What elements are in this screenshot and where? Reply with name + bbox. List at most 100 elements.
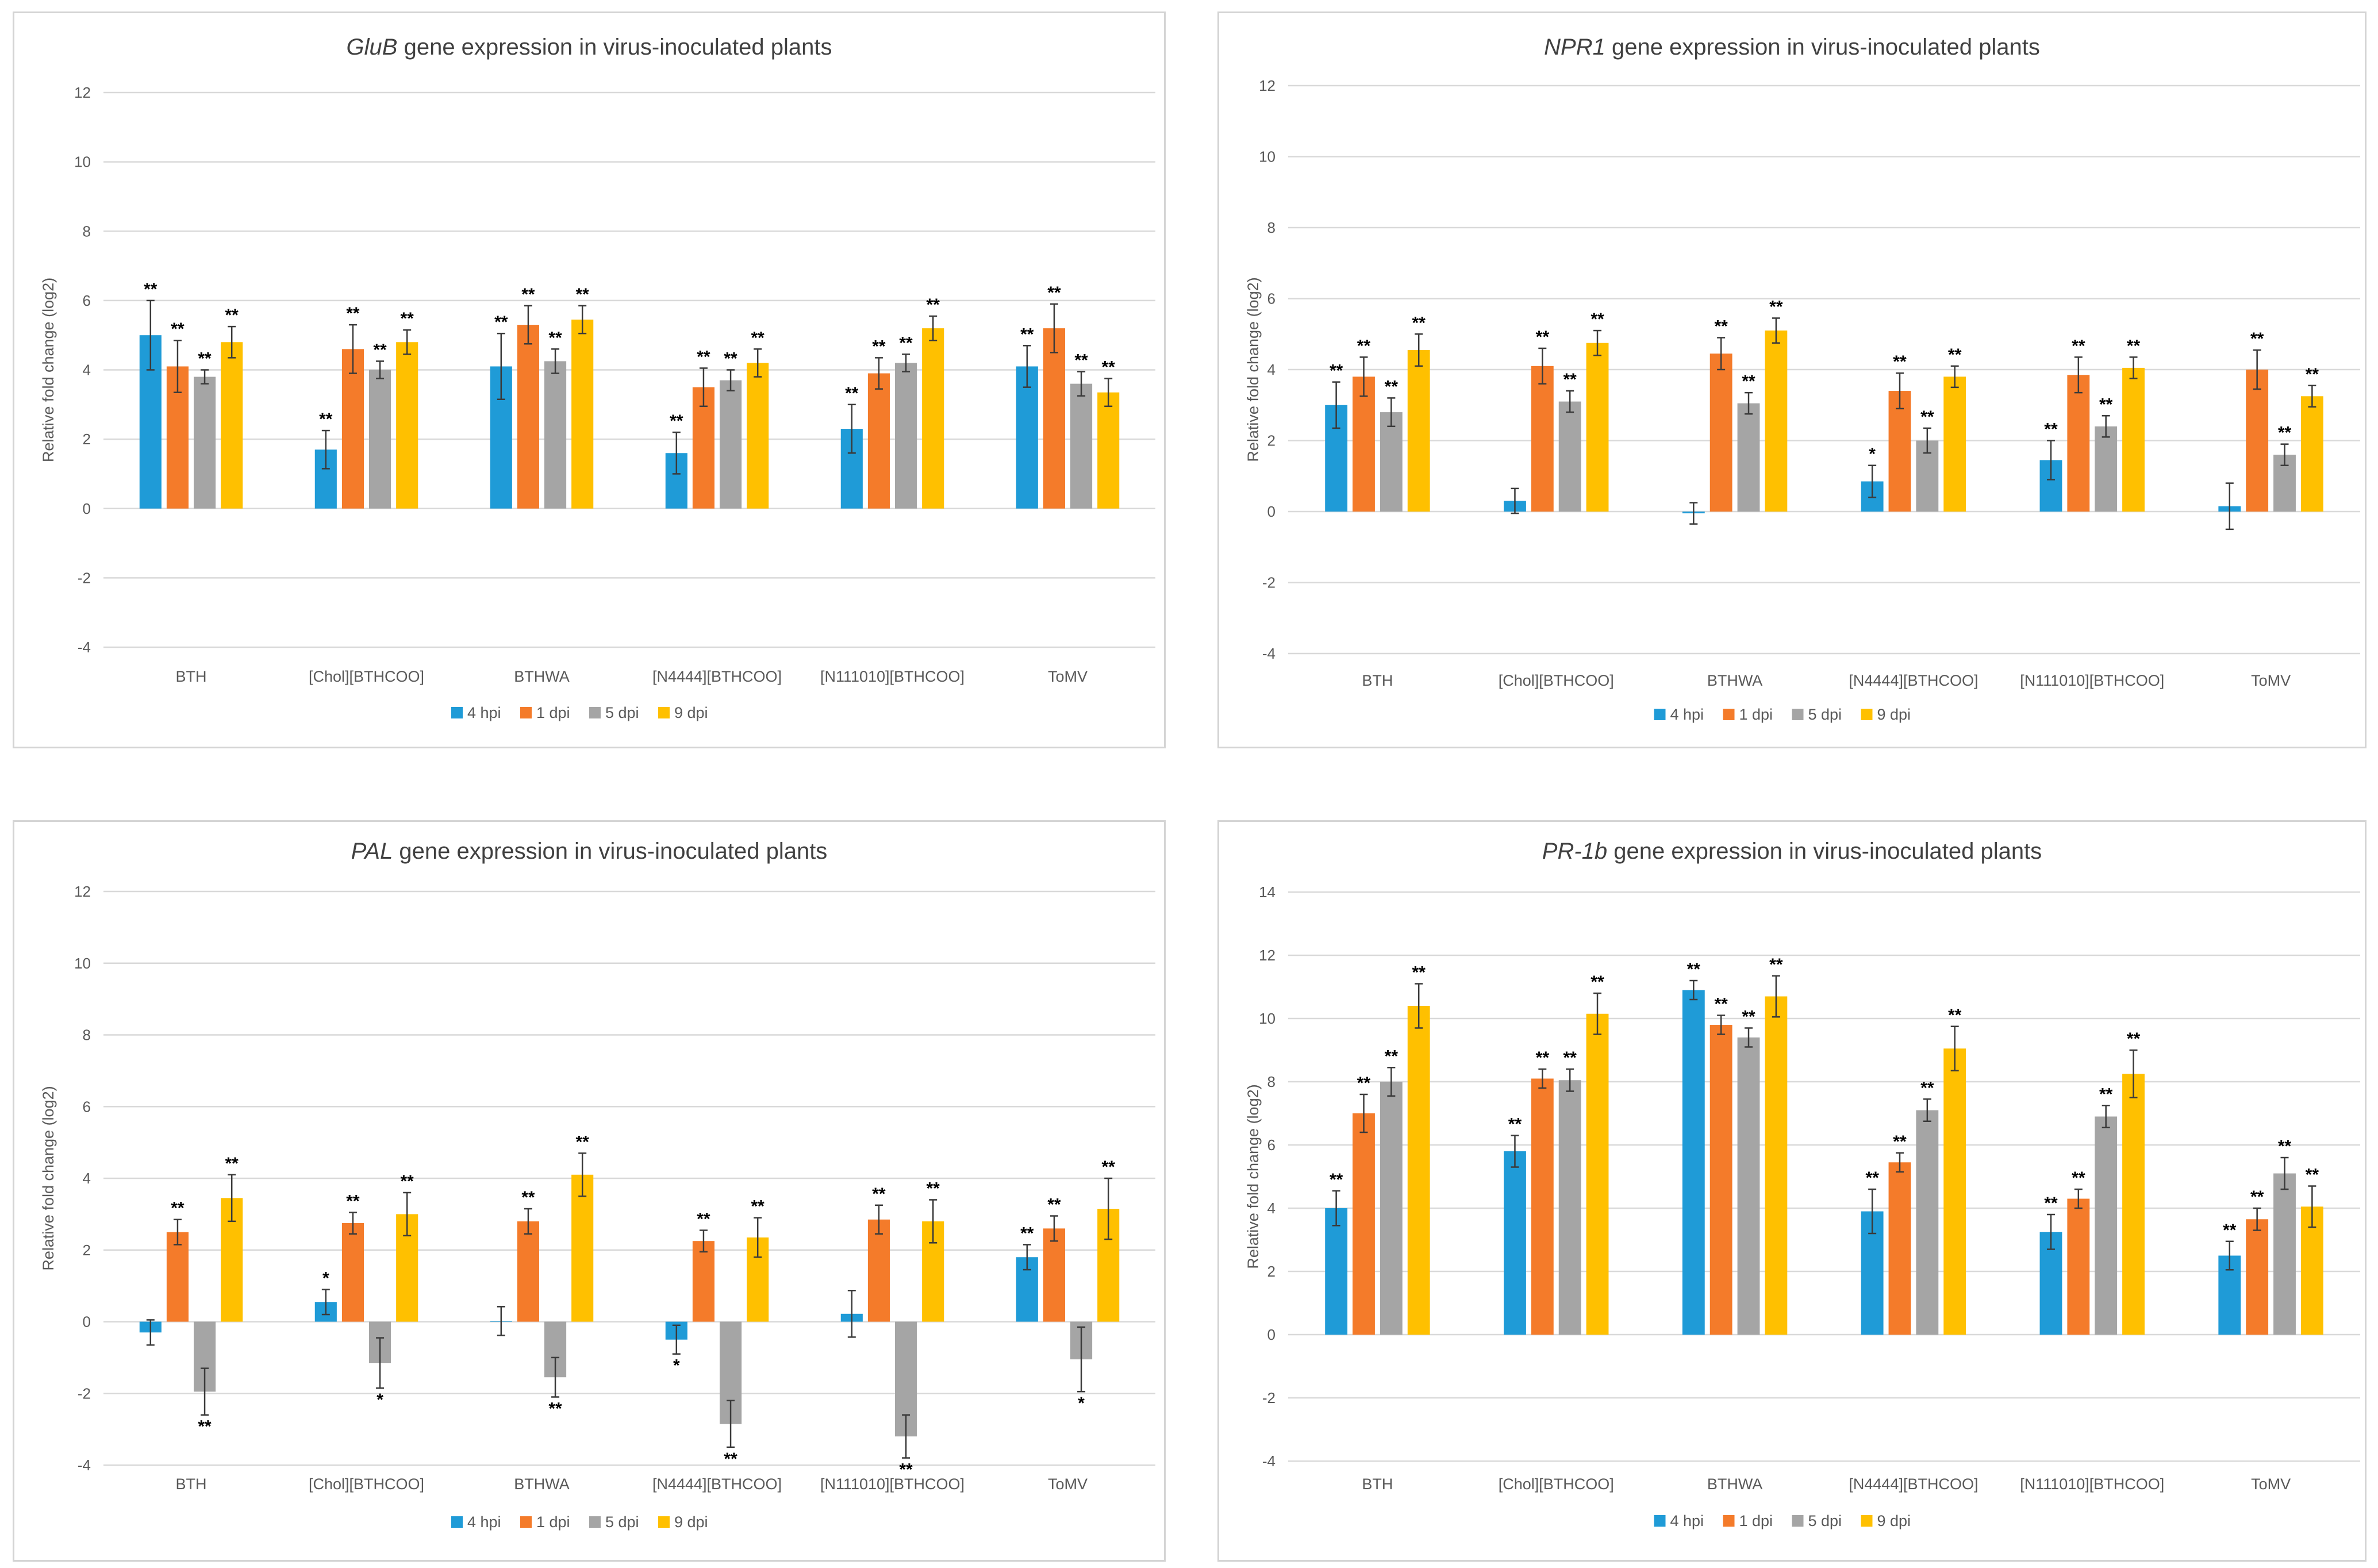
legend-label: 1 dpi bbox=[536, 1513, 570, 1531]
bar-bthwa-4-hpi bbox=[1682, 990, 1705, 1335]
legend-swatch bbox=[1792, 1515, 1804, 1527]
bar-bthwa-9-dpi bbox=[1765, 330, 1788, 512]
error-bar-n111010-bthcoo-1-dpi bbox=[874, 1204, 883, 1235]
category-label-chol-bthcoo: [Chol][BTHCOO] bbox=[1499, 672, 1614, 689]
legend-item-5-dpi: 5 dpi bbox=[589, 1513, 639, 1531]
error-bar-n4444-bthcoo-4-hpi bbox=[672, 431, 681, 475]
error-bar-bth-9-dpi bbox=[1415, 333, 1423, 367]
significance-mark: ** bbox=[171, 1199, 185, 1218]
error-bar-n111010-bthcoo-5-dpi bbox=[902, 353, 911, 372]
error-bar-n4444-bthcoo-4-hpi bbox=[1868, 1188, 1877, 1235]
bar-n4444-bthcoo-9-dpi bbox=[1943, 1048, 1966, 1335]
y-tick-label: 14 bbox=[1259, 883, 1276, 901]
error-bar-bth-1-dpi bbox=[173, 1219, 182, 1246]
error-bar-chol-bthcoo-9-dpi bbox=[1593, 992, 1602, 1035]
significance-mark: ** bbox=[1047, 1195, 1061, 1214]
error-bar-bth-4-hpi bbox=[146, 299, 155, 371]
bar-n111010-bthcoo-1-dpi bbox=[867, 1219, 890, 1322]
bar-bthwa-9-dpi bbox=[1765, 996, 1788, 1335]
bar-chol-bthcoo-1-dpi bbox=[341, 1223, 364, 1322]
legend-swatch bbox=[1723, 709, 1735, 720]
y-tick-label: 8 bbox=[83, 1027, 91, 1044]
chart-title: PAL gene expression in virus-inoculated … bbox=[351, 839, 828, 864]
category-label-tomv: ToMV bbox=[1048, 1475, 1088, 1493]
significance-mark: ** bbox=[225, 1154, 239, 1173]
legend-label: 1 dpi bbox=[536, 704, 570, 721]
significance-mark: ** bbox=[724, 349, 737, 368]
bar-n111010-bthcoo-9-dpi bbox=[2122, 1074, 2145, 1335]
significance-mark: ** bbox=[319, 410, 333, 429]
bar-n111010-bthcoo-1-dpi bbox=[2067, 375, 2090, 512]
chart-title-gene: GluB bbox=[347, 34, 398, 60]
y-tick-label: 8 bbox=[1267, 219, 1276, 236]
error-bar-bthwa-4-hpi bbox=[1689, 502, 1698, 525]
legend-swatch bbox=[1861, 709, 1873, 720]
category-label-n4444-bthcoo: [N4444][BTHCOO] bbox=[1849, 1475, 1978, 1493]
error-bar-n111010-bthcoo-1-dpi bbox=[2074, 356, 2083, 394]
legend-item-9-dpi: 9 dpi bbox=[1861, 706, 1911, 723]
error-bar-bthwa-9-dpi bbox=[578, 305, 587, 335]
bar-n4444-bthcoo-1-dpi bbox=[692, 387, 714, 509]
chart-title-rest: gene expression in virus-inoculated plan… bbox=[397, 34, 832, 60]
significance-mark: ** bbox=[1687, 960, 1701, 979]
error-bar-n4444-bthcoo-4-hpi bbox=[672, 1324, 681, 1355]
significance-mark: ** bbox=[2250, 1187, 2264, 1206]
error-bar-bth-5-dpi bbox=[201, 1367, 209, 1416]
error-bar-tomv-5-dpi bbox=[2280, 1156, 2289, 1190]
legend-item-9-dpi: 9 dpi bbox=[1861, 1512, 1911, 1529]
legend-swatch bbox=[658, 707, 670, 718]
chart-title-rest: gene expression in virus-inoculated plan… bbox=[1607, 839, 2042, 864]
significance-mark: ** bbox=[1714, 317, 1728, 336]
y-tick-label: -2 bbox=[1262, 574, 1276, 591]
bar-n4444-bthcoo-1-dpi bbox=[1888, 1162, 1911, 1335]
error-bar-bthwa-1-dpi bbox=[524, 1208, 532, 1235]
category-label-n111010-bthcoo: [N111010][BTHCOO] bbox=[2020, 672, 2164, 689]
significance-mark: ** bbox=[1020, 1224, 1034, 1243]
y-tick-label: 0 bbox=[1267, 1326, 1276, 1343]
significance-mark: * bbox=[322, 1269, 329, 1288]
category-label-chol-bthcoo: [Chol][BTHCOO] bbox=[309, 1475, 424, 1493]
bar-tomv-1-dpi bbox=[1043, 328, 1065, 509]
significance-mark: ** bbox=[845, 384, 859, 403]
bar-tomv-5-dpi bbox=[2273, 1173, 2296, 1335]
bar-bthwa-1-dpi bbox=[1709, 353, 1732, 512]
bar-n4444-bthcoo-9-dpi bbox=[1943, 376, 1966, 512]
y-tick-label: 10 bbox=[74, 153, 91, 171]
legend-item-5-dpi: 5 dpi bbox=[1792, 706, 1842, 723]
error-bar-n4444-bthcoo-5-dpi bbox=[727, 369, 735, 391]
error-bar-bthwa-9-dpi bbox=[1772, 317, 1780, 344]
category-label-tomv: ToMV bbox=[1048, 668, 1088, 685]
significance-mark: ** bbox=[751, 328, 765, 347]
significance-mark: ** bbox=[872, 1185, 886, 1204]
chart-title: PR-1b gene expression in virus-inoculate… bbox=[1542, 839, 2042, 864]
y-tick-label: 0 bbox=[83, 500, 91, 517]
legend-item-9-dpi: 9 dpi bbox=[658, 704, 708, 721]
bar-chol-bthcoo-9-dpi bbox=[396, 342, 418, 509]
significance-mark: * bbox=[673, 1356, 680, 1375]
y-axis-label: Relative fold change (log2) bbox=[40, 278, 57, 462]
legend-label: 4 hpi bbox=[1670, 1512, 1704, 1529]
error-bar-bth-4-hpi bbox=[146, 1319, 155, 1346]
category-label-bth: BTH bbox=[176, 668, 207, 685]
legend-swatch bbox=[520, 707, 532, 718]
error-bar-bthwa-9-dpi bbox=[578, 1152, 587, 1197]
bar-n111010-bthcoo-1-dpi bbox=[867, 373, 890, 509]
legend-item-9-dpi: 9 dpi bbox=[658, 1513, 708, 1531]
error-bar-bthwa-1-dpi bbox=[1717, 337, 1726, 371]
error-bar-tomv-9-dpi bbox=[2308, 1185, 2316, 1228]
bar-tomv-4-hpi bbox=[1016, 366, 1038, 509]
bar-bth-1-dpi bbox=[1353, 1113, 1375, 1335]
error-bar-chol-bthcoo-9-dpi bbox=[403, 1192, 412, 1237]
bar-tomv-1-dpi bbox=[1043, 1228, 1065, 1322]
chart-panel-npr1: NPR1 gene expression in virus-inoculated… bbox=[1217, 11, 2367, 748]
significance-mark: ** bbox=[1357, 1074, 1371, 1093]
y-tick-label: 4 bbox=[83, 362, 91, 379]
y-tick-label: -2 bbox=[78, 1385, 91, 1402]
legend-item-4-hpi: 4 hpi bbox=[1654, 706, 1704, 723]
significance-mark: ** bbox=[494, 313, 508, 332]
significance-mark: ** bbox=[1893, 1132, 1907, 1151]
chart-panel-pal: PAL gene expression in virus-inoculated … bbox=[13, 820, 1166, 1562]
error-bar-tomv-9-dpi bbox=[1104, 1177, 1113, 1240]
significance-mark: ** bbox=[373, 340, 387, 359]
significance-mark: ** bbox=[198, 349, 212, 368]
